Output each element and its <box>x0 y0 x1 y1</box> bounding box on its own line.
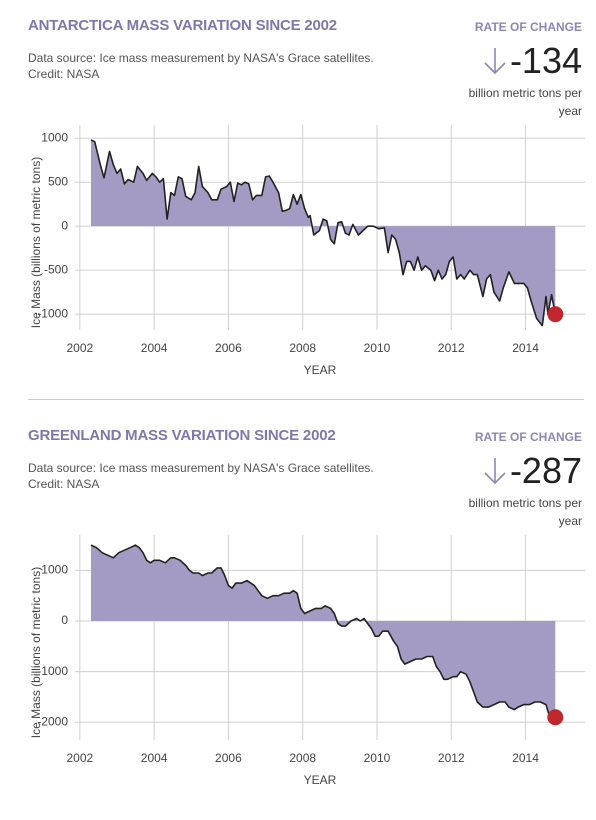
y-tick-label: 500 <box>48 174 68 188</box>
rate-label: RATE OF CHANGE <box>474 430 582 444</box>
latest-point <box>547 709 564 726</box>
y-tick-label: -2000 <box>37 714 68 728</box>
x-axis-label: YEAR <box>304 773 337 787</box>
line <box>90 139 557 327</box>
x-tick-label: 2012 <box>438 751 465 765</box>
x-tick-label: 2012 <box>438 341 465 355</box>
latest-point <box>547 306 564 323</box>
rate-label: RATE OF CHANGE <box>474 20 582 34</box>
credit: Credit: NASA <box>28 67 100 81</box>
x-tick-label: 2006 <box>215 751 242 765</box>
down-arrow <box>484 458 506 485</box>
down-arrow <box>484 48 506 75</box>
x-tick-label: 2002 <box>66 341 93 355</box>
y-tick-label: 1000 <box>41 563 68 577</box>
rate-unit: billion metric tons per year <box>468 86 582 118</box>
x-axis-label: YEAR <box>304 363 337 377</box>
y-tick-label: -500 <box>44 262 68 276</box>
subtitle: Data source: Ice mass measurement by NAS… <box>28 51 374 65</box>
area <box>91 545 556 718</box>
y-axis-label: Ice Mass (billions of metric tons) <box>29 567 43 738</box>
plot: -1000 -500 0 500 1000 2002 2004 2006 2008 2010 201… <box>29 125 585 377</box>
line <box>90 544 556 718</box>
chart-panel: ANTARCTICA MASS VARIATION SINCE 2002 Data… <box>28 17 585 377</box>
chart-title: ANTARCTICA MASS VARIATION SINCE 2002 <box>28 17 337 34</box>
chart-panel: GREENLAND MASS VARIATION SINCE 2002 Data … <box>0 410 596 820</box>
rate-value: -287 <box>509 450 582 491</box>
y-axis-label: Ice Mass (billions of metric tons) <box>29 157 43 328</box>
rate-value: -134 <box>509 40 582 81</box>
x-tick-label: 2014 <box>512 341 539 355</box>
x-tick-label: 2014 <box>512 751 539 765</box>
x-tick-label: 2006 <box>215 341 242 355</box>
x-tick-label: 2002 <box>66 751 93 765</box>
subtitle: Data source: Ice mass measurement by NAS… <box>28 461 374 475</box>
x-tick-label: 2010 <box>364 751 391 765</box>
x-tick-label: 2008 <box>289 341 316 355</box>
separator <box>28 399 584 400</box>
area <box>91 140 556 326</box>
y-tick-label: 0 <box>61 218 68 232</box>
x-tick-label: 2004 <box>141 341 168 355</box>
plot: -2000 -1000 0 1000 2002 2004 2006 2008 2010 2012 2… <box>29 535 585 787</box>
x-tick-label: 2010 <box>364 341 391 355</box>
arrow-shape <box>484 48 506 75</box>
y-tick-label: -1000 <box>37 306 68 320</box>
rate-unit: billion metric tons per year <box>468 496 582 528</box>
chart-title: GREENLAND MASS VARIATION SINCE 2002 <box>28 427 336 444</box>
x-tick-label: 2004 <box>141 751 168 765</box>
arrow-shape <box>484 458 506 485</box>
credit: Credit: NASA <box>28 477 100 491</box>
page: ANTARCTICA MASS VARIATION SINCE 2002 Data… <box>28 17 585 788</box>
y-tick-label: -1000 <box>37 664 68 678</box>
y-tick-label: 0 <box>61 613 68 627</box>
y-tick-label: 1000 <box>41 130 68 144</box>
x-tick-label: 2008 <box>289 751 316 765</box>
